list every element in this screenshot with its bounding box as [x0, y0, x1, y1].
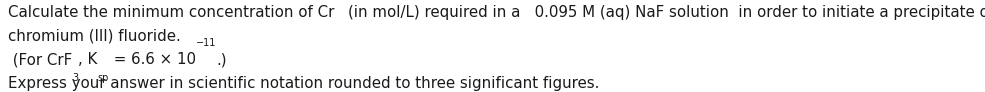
Text: Express your answer in scientific notation rounded to three significant figures.: Express your answer in scientific notati…: [8, 76, 599, 91]
Text: , K: , K: [78, 52, 98, 67]
Text: (For CrF: (For CrF: [8, 52, 72, 67]
Text: (in mol/L) required in a   0.095 M (aq) NaF solution  in order to initiate a pre: (in mol/L) required in a 0.095 M (aq) Na…: [349, 5, 985, 20]
Text: Calculate the minimum concentration of Cr: Calculate the minimum concentration of C…: [8, 5, 334, 20]
Text: sp: sp: [98, 73, 109, 83]
Text: .): .): [217, 52, 227, 67]
Text: 3: 3: [72, 73, 78, 83]
Text: = 6.6 × 10: = 6.6 × 10: [109, 52, 196, 67]
Text: chromium (III) fluoride.: chromium (III) fluoride.: [8, 29, 180, 44]
Text: −11: −11: [196, 38, 217, 48]
